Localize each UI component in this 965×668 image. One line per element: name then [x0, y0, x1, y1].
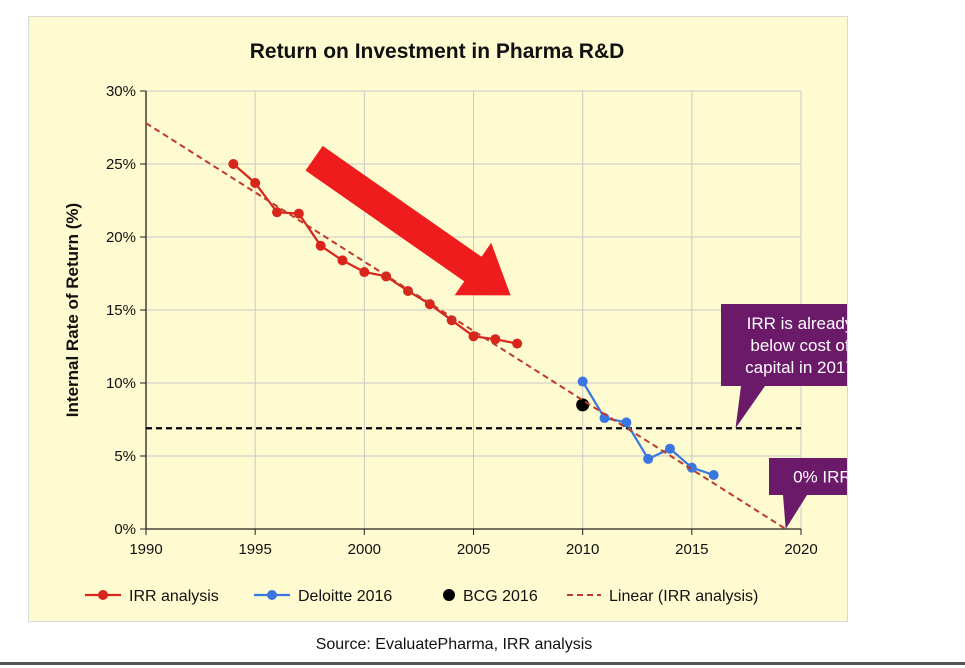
x-tick-label: 2020	[784, 541, 817, 558]
irr-analysis-point	[337, 255, 348, 266]
irr-analysis-point	[403, 286, 413, 297]
legend-label-deloitte-2016: Deloitte 2016	[298, 588, 392, 605]
chart-svg: Return on Investment in Pharma R&D 0% 5% 1…	[63, 40, 847, 605]
legend-marker-deloitte-2016	[267, 590, 277, 600]
chart-title: Return on Investment in Pharma R&D	[250, 40, 625, 63]
bottom-rule	[0, 662, 965, 665]
trendline-irr-analysis	[145, 122, 787, 530]
irr-analysis-point	[315, 240, 326, 251]
irr-analysis-point	[359, 267, 370, 278]
irr-analysis-point	[272, 207, 282, 218]
x-tick-label: 2015	[675, 541, 708, 558]
irr-analysis-point	[250, 177, 261, 188]
callout-cost-of-capital-text: below cost of	[750, 336, 847, 355]
callout-cost-of-capital-pointer	[735, 386, 765, 429]
callout-cost-of-capital-text: capital in 2017	[745, 358, 847, 377]
legend-label-bcg-2016: BCG 2016	[463, 588, 538, 605]
decline-arrow	[305, 145, 511, 296]
grid-lines	[146, 90, 802, 529]
callout-cost-of-capital-box	[721, 304, 847, 386]
source-caption: Source: EvaluatePharma, IRR analysis	[315, 636, 593, 653]
deloitte-2016-point	[665, 443, 675, 454]
y-tick-label: 15%	[106, 302, 136, 319]
legend: IRR analysis Deloitte 2016 BCG 2016 Linear …	[85, 588, 758, 605]
legend-label-linear-irr-analysis: Linear (IRR analysis)	[609, 588, 758, 605]
y-tick-label: 25%	[106, 156, 136, 173]
callout-zero-irr-box	[769, 458, 847, 495]
y-tick-label: 30%	[106, 83, 136, 100]
x-tick-label: 1995	[238, 541, 271, 558]
deloitte-2016-point	[708, 469, 719, 480]
legend-marker-bcg-2016	[443, 589, 455, 601]
irr-analysis-point	[293, 208, 304, 219]
irr-analysis-point	[512, 338, 523, 349]
irr-analysis-point	[490, 334, 501, 345]
x-tick-label: 2010	[566, 541, 599, 558]
callout-zero-irr-pointer	[783, 495, 807, 529]
bcg-2016-point	[576, 398, 590, 412]
deloitte-2016-point	[643, 453, 654, 464]
deloitte-2016-point	[621, 417, 632, 428]
x-tick-label: 2000	[348, 541, 381, 558]
irr-analysis-point	[468, 331, 479, 342]
legend-marker-irr-analysis	[98, 590, 108, 600]
chart-frame: Return on Investment in Pharma R&D 0% 5% 1…	[28, 16, 848, 622]
x-tick-label: 2005	[457, 541, 490, 558]
series-layer	[145, 122, 801, 530]
legend-label-irr-analysis: IRR analysis	[129, 588, 219, 605]
axes: 0% 5% 10% 15% 20% 25% 30% 1990 1995 2000 2005 2010 2…	[63, 83, 818, 558]
callout-zero-irr-text: 0% IRR by 2020	[793, 468, 847, 487]
y-tick-label: 10%	[106, 375, 136, 392]
y-tick-label: 0%	[114, 521, 136, 538]
callout-cost-of-capital-text: IRR is already	[747, 314, 847, 333]
y-axis-label: Internal Rate of Return (%)	[63, 203, 82, 417]
y-tick-label: 5%	[114, 448, 136, 465]
irr-analysis-point	[228, 159, 239, 169]
deloitte-2016-point	[686, 462, 697, 473]
y-tick-label: 20%	[106, 229, 136, 246]
x-tick-label: 1990	[129, 541, 162, 558]
deloitte-2016-point	[577, 376, 588, 387]
trend-layer	[305, 145, 511, 296]
annotations: IRR is already below cost of capital in 20…	[721, 304, 847, 529]
